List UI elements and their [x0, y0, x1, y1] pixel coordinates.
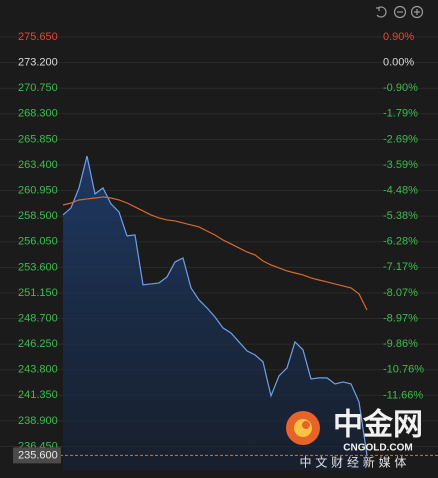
y-tick-label: 258.500 — [18, 210, 58, 222]
y2-tick-label: 0.00% — [383, 57, 414, 69]
y-tick-label: 270.750 — [18, 82, 58, 94]
y-tick-label: 251.150 — [18, 287, 58, 299]
y-tick-label: 243.800 — [18, 364, 58, 376]
last-price-box — [13, 447, 61, 464]
y2-tick-label: -1.79% — [383, 108, 418, 120]
logo-inner — [294, 419, 312, 437]
y2-tick-label: -5.38% — [383, 210, 418, 222]
y2-tick-label: -8.07% — [383, 287, 418, 299]
y-tick-label: 275.650 — [18, 31, 58, 43]
y2-tick-label: -11.66% — [383, 389, 423, 401]
y-tick-label: 241.350 — [18, 389, 58, 401]
y2-tick-label: -2.69% — [383, 133, 418, 145]
plot-area: 275.650 273.200 270.750 268.300 265.850 263.4… — [0, 31, 438, 470]
watermark-slogan: 中 文 财 经 新 媒 体 — [300, 455, 407, 470]
price-line — [62, 155, 368, 456]
y2-tick-label: -8.97% — [383, 313, 418, 325]
y-tick-label: 238.900 — [18, 415, 58, 427]
zoom-in-sign — [414, 9, 420, 15]
zoom-in-icon[interactable] — [410, 5, 424, 19]
y-tick-label: 246.250 — [18, 338, 58, 350]
last-price-label: 235.600 — [18, 449, 58, 461]
y-tick-label: 248.700 — [18, 312, 58, 324]
y-tick-label: 256.050 — [18, 236, 58, 248]
watermark-site: CNGOLD.COM — [343, 443, 412, 454]
y-tick-label: 268.300 — [18, 108, 58, 120]
y2-tick-label: -0.90% — [383, 82, 418, 94]
y2-tick-label: -7.17% — [383, 261, 418, 273]
y-tick-label: 265.850 — [18, 133, 58, 145]
watermark-brand: 中金网 — [333, 408, 423, 443]
y-tick-label: 253.600 — [18, 261, 58, 273]
y2-tick-label: -6.28% — [383, 236, 418, 248]
y-tick-label: 273.200 — [18, 57, 58, 69]
y2-tick-label: -10.76% — [383, 364, 424, 376]
area-fill — [63, 155, 367, 470]
reset-icon[interactable] — [376, 6, 387, 18]
average-line — [62, 196, 368, 311]
zoom-out-icon[interactable] — [393, 5, 407, 19]
y-tick-label: 263.400 — [18, 159, 58, 171]
y2-tick-label: 0.90% — [383, 31, 414, 43]
y2-tick-label: -9.86% — [383, 338, 418, 350]
y-tick-label: 260.950 — [18, 184, 58, 196]
y2-tick-label: -4.48% — [383, 184, 418, 196]
toolbar — [376, 5, 424, 19]
watermark: 中金网 CNGOLD.COM 中 文 财 经 新 媒 体 — [286, 408, 423, 470]
logo-dot — [302, 421, 310, 429]
y2-tick-label: -3.59% — [383, 159, 418, 171]
